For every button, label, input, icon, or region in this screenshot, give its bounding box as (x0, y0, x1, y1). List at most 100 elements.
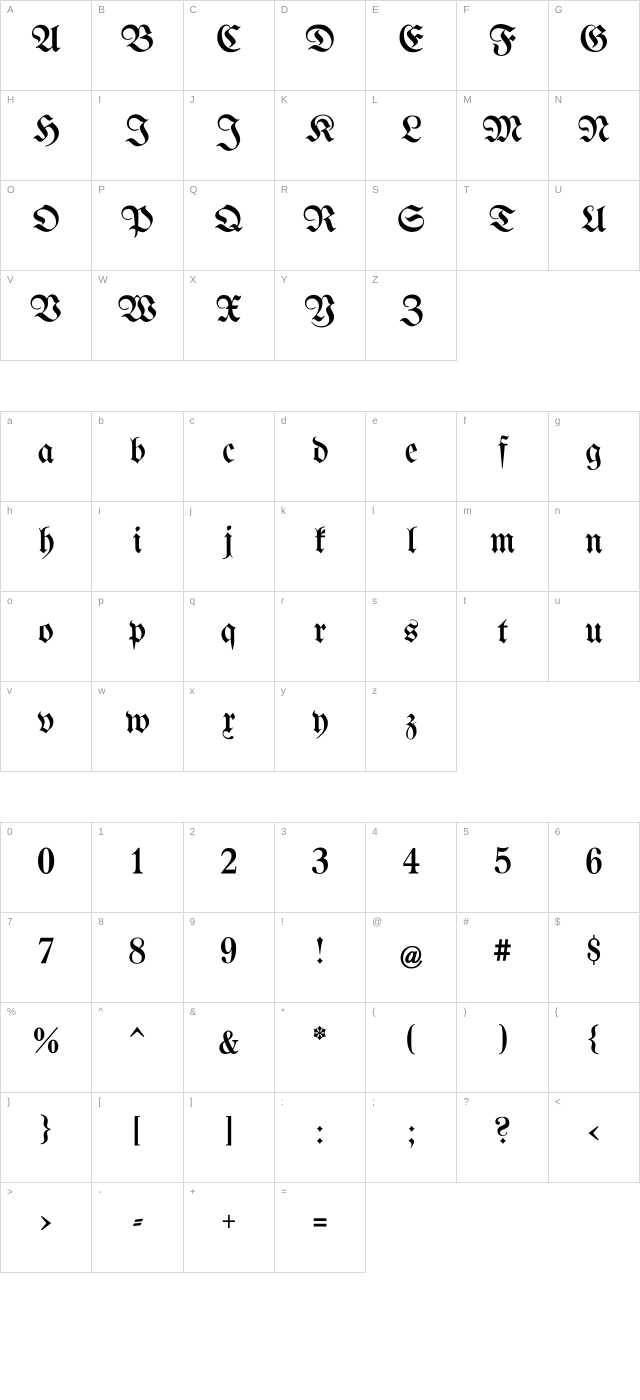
glyph-label: l (372, 506, 374, 517)
glyph-cell: tt (457, 592, 548, 682)
glyph-cell: %% (1, 1003, 92, 1093)
glyph-display: V (30, 294, 63, 331)
glyph-cell: 55 (457, 823, 548, 913)
glyph-cell: EE (366, 1, 457, 91)
glyph-label: H (7, 95, 14, 106)
glyph-label: 7 (7, 917, 13, 928)
glyph-label: - (98, 1187, 101, 1198)
glyph-cell: BB (92, 1, 183, 91)
glyph-cell: ii (92, 502, 183, 592)
glyph-display: E (398, 24, 424, 61)
glyph-display: 7 (38, 936, 54, 973)
glyph-label: 0 (7, 827, 13, 838)
glyph-label: S (372, 185, 379, 196)
glyph-display: 1 (131, 846, 143, 883)
glyph-cell: [[ (92, 1093, 183, 1183)
glyph-cell: {{ (549, 1003, 640, 1093)
glyph-label: M (463, 95, 471, 106)
glyph-cell: bb (92, 412, 183, 502)
glyph-label: w (98, 686, 105, 697)
glyph-label: W (98, 275, 107, 286)
glyph-cell: 66 (549, 823, 640, 913)
glyph-label: ] (190, 1097, 193, 1108)
glyph-label: y (281, 686, 286, 697)
glyph-label: @ (372, 917, 382, 928)
glyph-label: k (281, 506, 286, 517)
glyph-display: K (305, 114, 335, 151)
glyph-cell: KK (275, 91, 366, 181)
glyph-display: Y (304, 294, 336, 331)
glyph-display: L (401, 114, 422, 151)
glyph-cell: 00 (1, 823, 92, 913)
glyph-cell: AA (1, 1, 92, 91)
glyph-display: ( (407, 1026, 416, 1063)
glyph-display: z (405, 705, 417, 742)
glyph-cell: }} (1, 1093, 92, 1183)
glyph-display: X (215, 294, 242, 331)
glyph-cell: WW (92, 271, 183, 361)
glyph-label: v (7, 686, 12, 697)
glyph-cell: jj (184, 502, 275, 592)
glyph-display: R (303, 204, 337, 241)
glyph-cell: pp (92, 592, 183, 682)
glyph-label: & (190, 1007, 197, 1018)
glyph-display: { (588, 1026, 600, 1063)
glyph-label: m (463, 506, 471, 517)
glyph-display: c (222, 435, 235, 472)
glyph-cell: << (549, 1093, 640, 1183)
glyph-display: } (40, 1116, 52, 1153)
glyph-label: o (7, 596, 13, 607)
glyph-cell: ++ (184, 1183, 275, 1273)
glyph-label: T (463, 185, 469, 196)
glyph-display: p (129, 615, 146, 652)
glyph-label: L (372, 95, 378, 106)
glyph-label: + (190, 1187, 196, 1198)
glyph-cell: cc (184, 412, 275, 502)
glyph-display: r (313, 615, 326, 652)
glyph-cell: $$ (549, 913, 640, 1003)
glyph-display: ] (225, 1116, 232, 1153)
glyph-display: C (216, 24, 241, 61)
glyph-display: v (38, 705, 55, 742)
glyph-cell: >> (1, 1183, 92, 1273)
glyph-label: } (7, 1097, 10, 1108)
glyph-label: O (7, 185, 15, 196)
glyph-display: D (305, 24, 335, 61)
glyph-display: O (32, 204, 60, 241)
glyph-cell: ww (92, 682, 183, 772)
glyph-display: U (581, 204, 607, 241)
glyph-label: 8 (98, 917, 104, 928)
glyph-cell: ?? (457, 1093, 548, 1183)
glyph-cell: @@ (366, 913, 457, 1003)
glyph-cell: 44 (366, 823, 457, 913)
glyph-display: = (313, 1206, 327, 1243)
glyph-display: % (33, 1026, 59, 1063)
glyph-cell: -- (92, 1183, 183, 1273)
glyph-cell: xx (184, 682, 275, 772)
glyph-display: F (489, 24, 517, 61)
glyph-display: 3 (311, 846, 328, 883)
glyph-display: @ (400, 936, 423, 973)
glyph-display: Q (214, 204, 244, 241)
glyph-cell: ee (366, 412, 457, 502)
glyph-cell: II (92, 91, 183, 181)
glyph-display: d (312, 435, 329, 472)
glyph-label: p (98, 596, 104, 607)
glyph-display: q (221, 615, 237, 652)
glyph-display: N (578, 114, 611, 151)
glyph-display: ) (498, 1026, 507, 1063)
glyph-cell: vv (1, 682, 92, 772)
glyph-cell: 22 (184, 823, 275, 913)
glyph-label: x (190, 686, 195, 697)
glyph-label: 9 (190, 917, 196, 928)
glyph-cell: rr (275, 592, 366, 682)
glyph-cell: PP (92, 181, 183, 271)
glyph-label: ( (372, 1007, 375, 1018)
glyph-display: s (404, 615, 419, 652)
glyph-label: N (555, 95, 562, 106)
glyph-cell: == (275, 1183, 366, 1273)
glyph-cell: ZZ (366, 271, 457, 361)
glyph-cell: SS (366, 181, 457, 271)
glyph-display: u (585, 615, 604, 652)
glyph-cell: ]] (184, 1093, 275, 1183)
